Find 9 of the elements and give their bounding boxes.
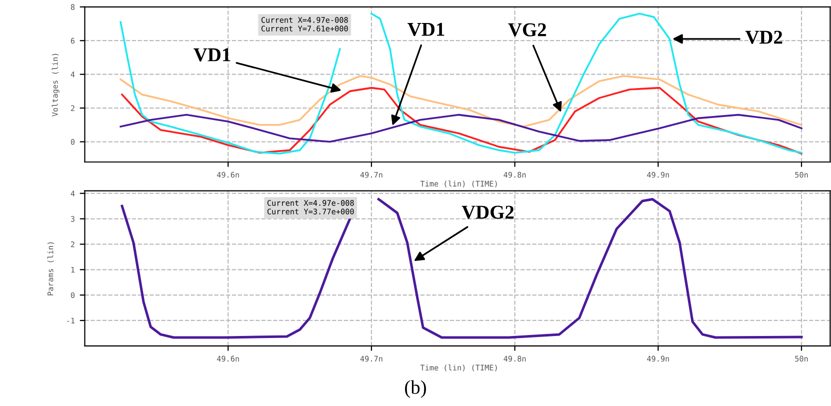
annotation: VG2 [508,23,546,36]
annotation: VDG2 [462,206,514,219]
annotation: VD2 [745,30,782,44]
text: (b) [405,380,426,398]
annotation: VD1 [194,48,230,62]
line-series [120,114,802,143]
annotation: VD1 [408,22,444,36]
line-series [120,75,802,128]
line-series [121,86,802,154]
